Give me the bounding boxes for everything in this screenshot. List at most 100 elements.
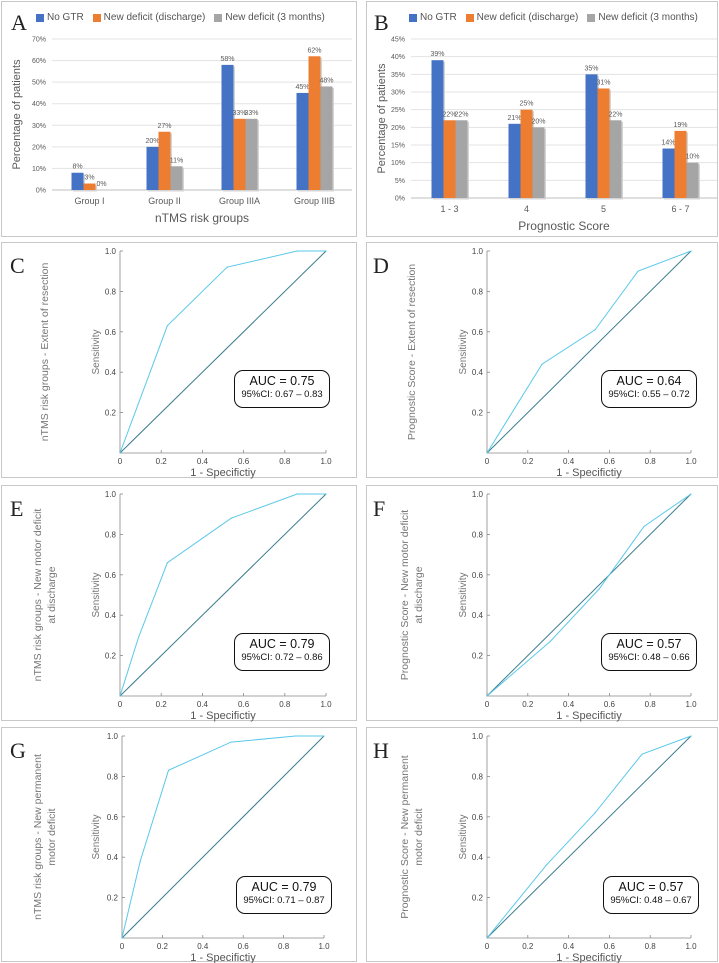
auc-box: AUC = 0.57 95%CI: 0.48 – 0.67 <box>603 876 699 914</box>
x-tick-label: 0.4 <box>563 700 575 709</box>
x-tick-label: 0.8 <box>645 457 657 466</box>
data-label: 25% <box>519 101 533 108</box>
x-tick-label: 0 <box>485 457 490 466</box>
data-label: 8% <box>72 164 82 171</box>
legend-item-discharge: New deficit (discharge) <box>465 12 578 23</box>
roc-point <box>166 562 168 564</box>
roc-point <box>486 452 488 454</box>
bar <box>508 123 521 198</box>
chart-panel-c: C 0 0.2 0.4 0.6 0.8 1.0 0.2 0.4 0.6 0.8 1.0 1 - Spe… <box>1 242 357 479</box>
y-tick-label: 5% <box>395 178 405 185</box>
roc-curve-g: 0 0.2 0.4 0.6 0.8 1.0 0.2 0.4 0.6 0.8 1.0 1 - Speci… <box>32 732 330 963</box>
data-label: 20% <box>531 118 545 125</box>
bar <box>455 120 468 198</box>
roc-point <box>325 250 327 252</box>
panel-letter: H <box>373 738 389 763</box>
legend-swatch <box>587 13 596 22</box>
data-label: 19% <box>673 122 687 129</box>
x-tick-label: 0.2 <box>157 942 169 951</box>
x-tick-label: 0.2 <box>156 457 168 466</box>
x-tick-label: 0.6 <box>238 700 250 709</box>
data-label: 62% <box>307 47 321 54</box>
y-tick-label: 10% <box>32 166 46 173</box>
roc-point <box>167 769 170 771</box>
roc-point <box>594 812 596 814</box>
y-tick-label: 0.8 <box>107 772 119 781</box>
outer-axis-label: at discharge <box>46 566 58 623</box>
data-label: 39% <box>430 51 444 58</box>
y-tick-label: 30% <box>391 90 405 97</box>
x-tick-label: 0.2 <box>156 700 168 709</box>
auc-box: AUC = 0.64 95%CI: 0.55 – 0.72 <box>601 370 697 408</box>
bar <box>520 109 533 198</box>
bar-chart-nTMS: 0%10%20%30%40%50%60%70%8%3%0%Group I20%2… <box>11 37 352 225</box>
panel-letter: C <box>10 253 25 278</box>
reference-diagonal <box>121 735 325 939</box>
roc-point <box>545 864 547 866</box>
legend-swatch <box>465 13 474 22</box>
bar <box>662 148 675 198</box>
y-axis-title: Sensitivity <box>458 814 469 859</box>
x-tick-label: 0.2 <box>522 457 534 466</box>
auc-value: AUC = 0.79 <box>249 637 315 651</box>
y-axis-title: Sensitivity <box>458 572 469 617</box>
reference-diagonal <box>486 735 692 939</box>
y-tick-label: 40% <box>32 101 46 108</box>
y-tick-label: 0.8 <box>105 530 117 539</box>
y-tick-label: 0.6 <box>472 813 484 822</box>
legend-label: No GTR <box>47 12 84 23</box>
x-axis-title: 1 - Specifictiy <box>556 467 622 479</box>
roc-point <box>139 860 141 862</box>
x-tick-label: 5 <box>601 204 606 214</box>
roc-curve-e: 0 0.2 0.4 0.6 0.8 1.0 0.2 0.4 0.6 0.8 1.0 1 - Speci… <box>32 490 332 722</box>
panel-letter: A <box>11 10 27 35</box>
roc-curve-line <box>119 493 326 697</box>
bar <box>83 183 96 190</box>
auc-value: AUC = 0.79 <box>251 880 317 894</box>
bar <box>146 146 159 190</box>
roc-point <box>637 270 639 272</box>
auc-box: AUC = 0.79 95%CI: 0.72 – 0.86 <box>234 633 330 671</box>
chart-panel-e: E 0 0.2 0.4 0.6 0.8 1.0 0.2 0.4 0.6 0.8 1.0 1 - Spe… <box>1 485 357 722</box>
roc-point <box>230 517 232 519</box>
roc-point <box>594 329 596 331</box>
panel-letter: F <box>373 496 386 521</box>
legend-label: No GTR <box>420 12 457 23</box>
x-tick-label: 0.8 <box>279 457 291 466</box>
x-axis-title: nTMS risk groups <box>155 211 249 225</box>
outer-axis-label: Prognostic Score - New motor deficit <box>399 510 411 680</box>
y-tick-label: 0% <box>395 196 405 203</box>
x-axis-title: 1 - Specifictiy <box>190 710 256 722</box>
y-tick-label: 30% <box>32 123 46 130</box>
roc-point <box>323 735 325 737</box>
y-tick-label: 1.0 <box>105 490 117 499</box>
y-tick-label: 0.2 <box>107 894 119 903</box>
outer-axis-label: Prognostic Score - New permanent <box>399 755 411 918</box>
data-label: 48% <box>319 77 333 84</box>
legend-swatch <box>214 13 223 22</box>
roc-point <box>325 493 327 495</box>
x-tick-label: 0.6 <box>238 942 250 951</box>
chart-panel-h: H 0 0.2 0.4 0.6 0.8 1.0 0.2 0.4 0.6 0.8 1.0 1 - Spe… <box>366 727 718 963</box>
legend-label: New deficit (3 months) <box>225 12 325 23</box>
reference-diagonal <box>486 493 692 697</box>
auc-box: AUC = 0.57 95%CI: 0.48 – 0.66 <box>601 633 697 671</box>
data-label: 3% <box>84 175 94 182</box>
x-tick-label: 0.8 <box>645 942 657 951</box>
y-tick-label: 40% <box>391 54 405 61</box>
y-tick-label: 0.2 <box>472 652 484 661</box>
y-tick-label: 0.8 <box>472 287 484 296</box>
roc-point <box>296 250 298 252</box>
x-tick-label: 0 <box>120 942 125 951</box>
y-tick-label: 0.4 <box>107 853 119 862</box>
auc-box: AUC = 0.75 95%CI: 0.67 – 0.83 <box>234 370 330 408</box>
x-tick-label: 0.4 <box>197 457 209 466</box>
x-axis-title: 1 - Specifictiy <box>556 710 622 722</box>
roc-point <box>296 493 298 495</box>
y-axis-title: Percentage of patients <box>376 63 388 174</box>
bar <box>609 120 622 198</box>
auc-ci: 95%CI: 0.48 – 0.67 <box>610 895 692 906</box>
chart-panel-b: B No GTR New deficit (discharge) New def… <box>366 1 718 237</box>
bar <box>233 118 246 190</box>
x-tick-label: Group II <box>148 196 181 206</box>
